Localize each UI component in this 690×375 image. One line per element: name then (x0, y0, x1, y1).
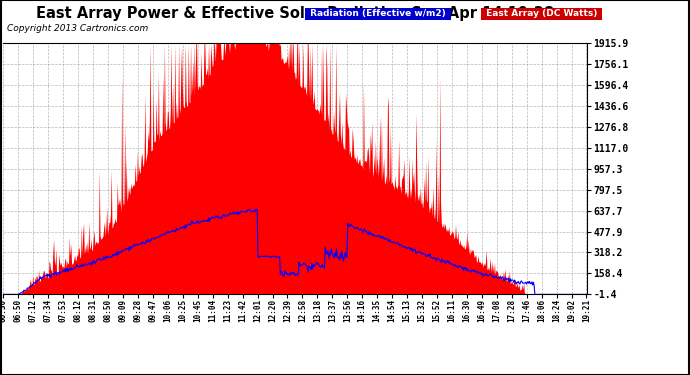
Text: East Array Power & Effective Solar Radiation Sun Apr 14 19:28: East Array Power & Effective Solar Radia… (36, 6, 554, 21)
Text: East Array (DC Watts): East Array (DC Watts) (483, 9, 600, 18)
Text: Copyright 2013 Cartronics.com: Copyright 2013 Cartronics.com (7, 24, 148, 33)
Text: Radiation (Effective w/m2): Radiation (Effective w/m2) (307, 9, 449, 18)
